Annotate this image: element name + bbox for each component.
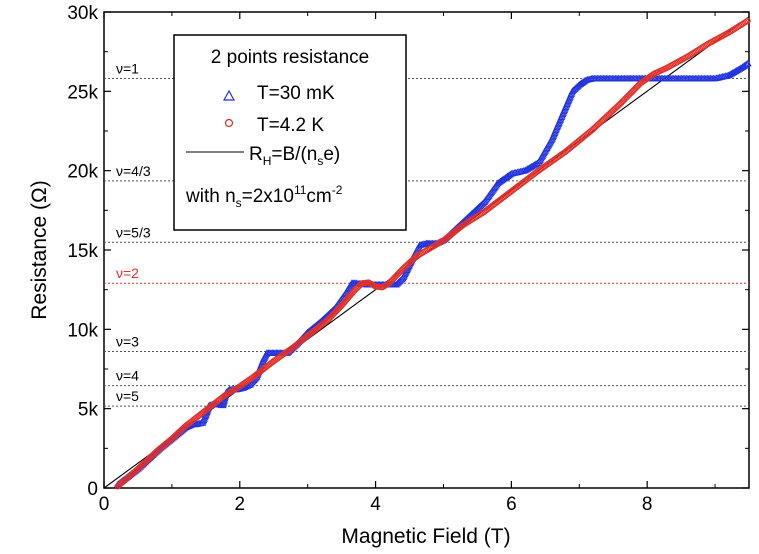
axis-ticks: 0 2 4 6 8 0 5k 10k 15k 20k 25k 30k bbox=[67, 3, 749, 515]
point-30mK bbox=[478, 200, 486, 208]
y-tick-label: 30k bbox=[67, 3, 98, 24]
point-30mK bbox=[533, 159, 541, 167]
legend: 2 points resistance T=30 mK T=4.2 K RH=B… bbox=[173, 34, 407, 231]
y-tick-label: 15k bbox=[67, 241, 98, 262]
point-30mK bbox=[744, 59, 752, 67]
point-30mK bbox=[393, 279, 401, 287]
point-30mK bbox=[396, 276, 405, 284]
legend-box bbox=[173, 34, 407, 231]
filling-factor-lines: ν=1 ν=4/3 ν=5/3 ν=2 ν=3 ν=4 ν=5 bbox=[104, 60, 749, 407]
point-30mK bbox=[471, 206, 479, 214]
legend-title: 2 points resistance bbox=[211, 47, 369, 68]
x-tick-label: 6 bbox=[506, 494, 517, 515]
data-series-layer bbox=[113, 17, 752, 490]
y-tick-label: 0 bbox=[87, 479, 98, 500]
legend-marker-30mK bbox=[222, 89, 236, 101]
point-30mK bbox=[473, 204, 482, 212]
point-30mK bbox=[470, 208, 478, 215]
x-tick-label: 2 bbox=[235, 494, 246, 515]
y-tick-label: 5k bbox=[78, 400, 99, 421]
x-axis-title: Magnetic Field (T) bbox=[341, 525, 510, 548]
point-30mK bbox=[570, 85, 579, 92]
filling-label-3: ν=2 bbox=[116, 265, 139, 281]
filling-label-2: ν=5/3 bbox=[116, 224, 151, 240]
x-tick-label: 4 bbox=[370, 494, 381, 515]
filling-label-1: ν=4/3 bbox=[116, 163, 151, 179]
legend-marker-4.2K bbox=[224, 118, 234, 128]
y-tick-label: 25k bbox=[67, 82, 98, 103]
point-30mK bbox=[742, 60, 751, 68]
legend-density-note: with ns=2x1011cm-2 bbox=[185, 183, 343, 210]
point-30mK bbox=[394, 278, 402, 286]
point-30mK bbox=[572, 84, 580, 91]
x-tick-label: 0 bbox=[99, 494, 110, 515]
filling-label-5: ν=4 bbox=[116, 368, 139, 384]
point-30mK bbox=[472, 205, 481, 213]
point-30mK bbox=[569, 86, 578, 93]
point-4.2K bbox=[744, 17, 751, 24]
legend-label-30mK: T=30 mK bbox=[257, 83, 335, 104]
point-30mK bbox=[392, 281, 400, 288]
point-30mK bbox=[469, 209, 477, 216]
filling-label-4: ν=3 bbox=[116, 333, 139, 349]
point-4.2K bbox=[743, 18, 750, 25]
legend-fit-label: RH=B/(nse) bbox=[249, 144, 340, 168]
y-tick-label: 20k bbox=[67, 162, 98, 183]
point-30mK bbox=[395, 277, 404, 285]
series-1 bbox=[114, 17, 751, 490]
point-30mK bbox=[475, 202, 484, 210]
point-30mK bbox=[474, 203, 483, 211]
filling-label-6: ν=5 bbox=[116, 388, 139, 404]
x-tick-label: 8 bbox=[642, 494, 653, 515]
y-axis-title: Resistance (Ω) bbox=[28, 180, 51, 319]
y-tick-label: 10k bbox=[67, 320, 98, 341]
point-30mK bbox=[477, 201, 485, 209]
point-30mK bbox=[741, 61, 750, 68]
filling-label-0: ν=1 bbox=[116, 60, 139, 76]
legend-label-4.2K: T=4.2 K bbox=[257, 115, 324, 136]
point-30mK bbox=[568, 87, 577, 94]
